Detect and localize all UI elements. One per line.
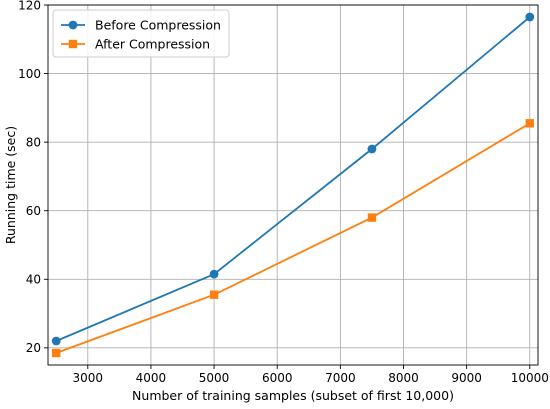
y-tick-label: 100	[18, 67, 41, 81]
series-line	[55, 16, 531, 342]
plot-frame	[47, 4, 539, 366]
legend-item: Before Compression	[61, 18, 221, 33]
x-tick-label: 4000	[136, 371, 167, 385]
x-axis-ticks: 3000 4000 5000 6000 7000 8000 9000 10000	[73, 365, 549, 385]
legend-label: After Compression	[95, 37, 210, 52]
legend-swatch-marker	[68, 20, 78, 30]
x-tick-label: 3000	[73, 371, 104, 385]
legend-swatch-marker	[68, 39, 78, 49]
y-tick-label: 80	[26, 135, 41, 149]
legend-box	[52, 9, 230, 58]
series-1	[52, 119, 534, 358]
y-tick-label: 120	[18, 0, 41, 12]
data-point	[52, 348, 61, 358]
legend-label: Before Compression	[95, 18, 221, 33]
data-point	[209, 290, 219, 299]
x-tick-label: 7000	[325, 371, 356, 385]
data-point	[367, 144, 377, 154]
legend: Before Compression After Compression	[52, 9, 230, 58]
series-layer	[51, 12, 535, 358]
y-tick-label: 60	[26, 204, 41, 218]
x-axis-label: Number of training samples (subset of fi…	[132, 388, 454, 403]
data-point	[367, 213, 377, 222]
y-axis-label: Running time (sec)	[3, 126, 18, 244]
data-point	[525, 12, 535, 22]
series-line	[55, 122, 531, 354]
series-0	[51, 12, 535, 346]
y-tick-label: 40	[26, 273, 41, 287]
y-axis-ticks: 20 40 60 80 100 120	[18, 0, 48, 355]
legend-item: After Compression	[61, 37, 210, 52]
x-tick-label: 10000	[511, 371, 549, 385]
x-tick-label: 6000	[262, 371, 293, 385]
x-tick-label: 5000	[199, 371, 230, 385]
x-tick-label: 8000	[388, 371, 419, 385]
x-tick-label: 9000	[451, 371, 482, 385]
data-point	[525, 119, 534, 128]
data-point	[209, 269, 219, 279]
y-tick-label: 20	[26, 341, 41, 355]
data-point	[51, 336, 61, 346]
